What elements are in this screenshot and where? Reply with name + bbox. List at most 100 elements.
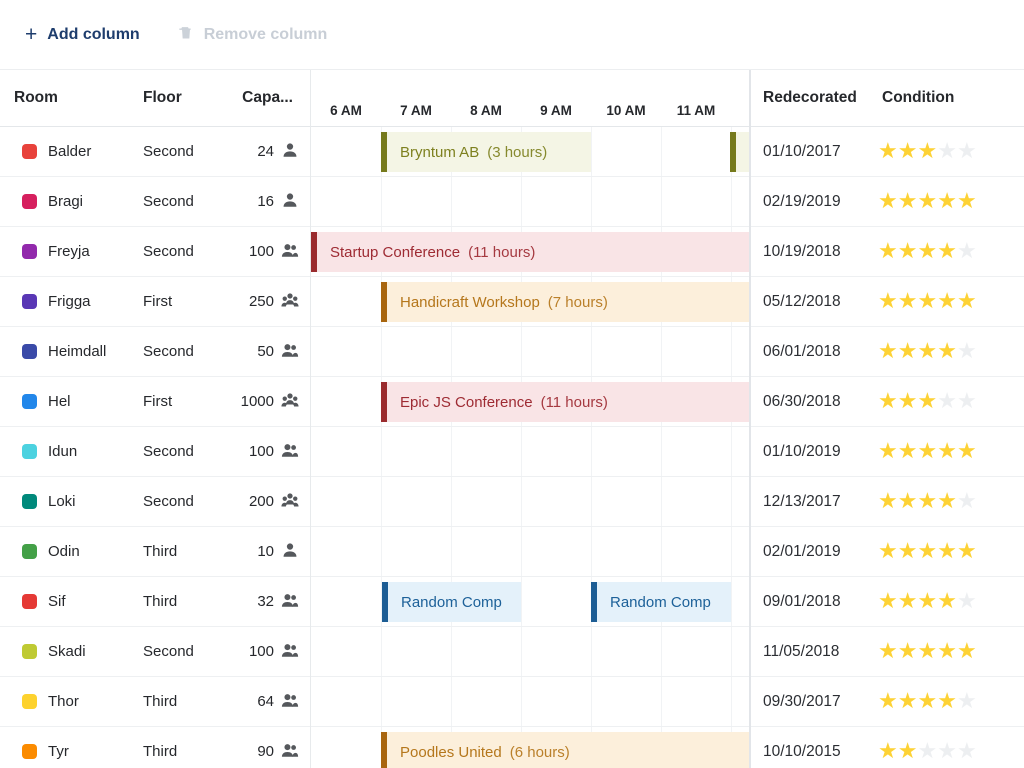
schedule-row[interactable]: [311, 227, 749, 277]
star-icon: ★: [917, 438, 938, 464]
person-2-icon: [281, 741, 299, 763]
room-name: Thor: [48, 693, 79, 710]
table-row[interactable]: 01/10/2019 ★ ★ ★ ★ ★: [751, 427, 1024, 477]
room-color-chip: [22, 194, 37, 209]
table-row[interactable]: Balder Second 24: [0, 127, 310, 177]
table-row[interactable]: 11/05/2018 ★ ★ ★ ★ ★: [751, 627, 1024, 677]
event-bar[interactable]: Bryntum AB (3 hours): [381, 132, 591, 172]
event-bar[interactable]: Handicraft Workshop (7 hours): [381, 282, 749, 322]
table-row[interactable]: 06/30/2018 ★ ★ ★ ★ ★: [751, 377, 1024, 427]
schedule-row[interactable]: [311, 177, 749, 227]
table-row[interactable]: Hel First 1000: [0, 377, 310, 427]
room-grid-header: Room Floor Capa...: [0, 70, 310, 127]
star-icon: ★: [956, 288, 977, 314]
star-icon: ★: [917, 688, 938, 714]
schedule-row[interactable]: [311, 677, 749, 727]
person-2-icon: [281, 641, 299, 663]
star-rating[interactable]: ★ ★ ★ ★ ★: [878, 227, 977, 276]
remove-column-label: Remove column: [203, 25, 328, 43]
star-rating[interactable]: ★ ★ ★ ★ ★: [878, 177, 977, 226]
event-label: Random Comp: [401, 593, 502, 611]
column-header-room[interactable]: Room: [14, 89, 58, 106]
table-row[interactable]: 10/19/2018 ★ ★ ★ ★ ★: [751, 227, 1024, 277]
time-axis-label: 10 AM: [606, 103, 646, 118]
event-bar[interactable]: Random Comp: [382, 582, 521, 622]
hour-gridline: [591, 127, 592, 768]
table-row[interactable]: 01/10/2017 ★ ★ ★ ★ ★: [751, 127, 1024, 177]
column-header-condition[interactable]: Condition: [882, 89, 955, 106]
column-header-redecorated[interactable]: Redecorated: [763, 89, 857, 106]
star-rating[interactable]: ★ ★ ★ ★ ★: [878, 477, 977, 526]
star-rating[interactable]: ★ ★ ★ ★ ★: [878, 527, 977, 576]
star-rating[interactable]: ★ ★ ★ ★ ★: [878, 677, 977, 726]
star-rating[interactable]: ★ ★ ★ ★ ★: [878, 377, 977, 426]
star-icon: ★: [956, 588, 977, 614]
table-row[interactable]: 10/10/2015 ★ ★ ★ ★ ★: [751, 727, 1024, 768]
redecorated-date: 05/12/2018: [763, 293, 841, 310]
room-color-chip: [22, 394, 37, 409]
capacity-cell: 1000: [241, 377, 299, 426]
star-icon: ★: [897, 138, 918, 164]
star-rating[interactable]: ★ ★ ★ ★ ★: [878, 127, 977, 176]
event-bar[interactable]: Poodles United (6 hours): [381, 732, 749, 768]
star-rating[interactable]: ★ ★ ★ ★ ★: [878, 427, 977, 476]
floor-value: Second: [143, 343, 194, 360]
table-row[interactable]: Odin Third 10: [0, 527, 310, 577]
table-row[interactable]: Tyr Third 90: [0, 727, 310, 768]
info-grid-body: 01/10/2017 ★ ★ ★ ★ ★ 02/19/2019 ★ ★ ★ ★ ★ 10/19/…: [751, 127, 1024, 768]
table-row[interactable]: 02/01/2019 ★ ★ ★ ★ ★: [751, 527, 1024, 577]
grid-splitter[interactable]: [749, 70, 751, 768]
time-axis-header: 6 AM 7 AM 8 AM 9 AM 10 AM 11 AM: [311, 70, 749, 127]
table-row[interactable]: Sif Third 32: [0, 577, 310, 627]
event-bar[interactable]: Random Comp: [591, 582, 731, 622]
star-rating[interactable]: ★ ★ ★ ★ ★: [878, 577, 977, 626]
event-bar[interactable]: Epic JS Conference (11 hours): [381, 382, 749, 422]
capacity-cell: 10: [257, 527, 299, 576]
star-icon: ★: [937, 538, 957, 564]
star-rating[interactable]: ★ ★ ★ ★ ★: [878, 277, 977, 326]
star-icon: ★: [917, 138, 938, 164]
table-row[interactable]: Skadi Second 100: [0, 627, 310, 677]
star-rating[interactable]: ★ ★ ★ ★ ★: [878, 727, 977, 768]
table-row[interactable]: Thor Third 64: [0, 677, 310, 727]
table-row[interactable]: 06/01/2018 ★ ★ ★ ★ ★: [751, 327, 1024, 377]
star-rating[interactable]: ★ ★ ★ ★ ★: [878, 627, 977, 676]
schedule-row[interactable]: [311, 577, 749, 627]
star-icon: ★: [878, 488, 898, 514]
event-bar[interactable]: [730, 132, 749, 172]
star-icon: ★: [878, 338, 898, 364]
schedule-row[interactable]: [311, 477, 749, 527]
table-row[interactable]: 05/12/2018 ★ ★ ★ ★ ★: [751, 277, 1024, 327]
star-rating[interactable]: ★ ★ ★ ★ ★: [878, 327, 977, 376]
column-header-capacity[interactable]: Capa...: [242, 89, 293, 106]
table-row[interactable]: Idun Second 100: [0, 427, 310, 477]
schedule-row[interactable]: [311, 527, 749, 577]
star-icon: ★: [937, 338, 957, 364]
schedule-row[interactable]: [311, 127, 749, 177]
hour-gridline: [451, 127, 452, 768]
column-header-floor[interactable]: Floor: [143, 89, 182, 106]
schedule-row[interactable]: [311, 277, 749, 327]
remove-column-button[interactable]: Remove column: [178, 24, 328, 46]
table-row[interactable]: Freyja Second 100: [0, 227, 310, 277]
table-row[interactable]: 02/19/2019 ★ ★ ★ ★ ★: [751, 177, 1024, 227]
add-column-button[interactable]: + Add column: [25, 24, 140, 45]
table-row[interactable]: Frigga First 250: [0, 277, 310, 327]
star-icon: ★: [878, 188, 898, 214]
table-row[interactable]: 12/13/2017 ★ ★ ★ ★ ★: [751, 477, 1024, 527]
table-row[interactable]: 09/30/2017 ★ ★ ★ ★ ★: [751, 677, 1024, 727]
table-row[interactable]: Loki Second 200: [0, 477, 310, 527]
event-bar[interactable]: Startup Conference (11 hours): [311, 232, 749, 272]
schedule-row[interactable]: [311, 627, 749, 677]
room-name: Idun: [48, 443, 78, 460]
schedule-row[interactable]: [311, 427, 749, 477]
schedule-row[interactable]: [311, 377, 749, 427]
table-row[interactable]: Bragi Second 16: [0, 177, 310, 227]
schedule-row[interactable]: [311, 327, 749, 377]
star-icon: ★: [878, 588, 898, 614]
person-2-icon: [281, 441, 299, 463]
schedule-timeline: 6 AM 7 AM 8 AM 9 AM 10 AM 11 AM Bryntum …: [310, 70, 749, 768]
table-row[interactable]: 09/01/2018 ★ ★ ★ ★ ★: [751, 577, 1024, 627]
table-row[interactable]: Heimdall Second 50: [0, 327, 310, 377]
event-duration: (11 hours): [468, 243, 536, 261]
